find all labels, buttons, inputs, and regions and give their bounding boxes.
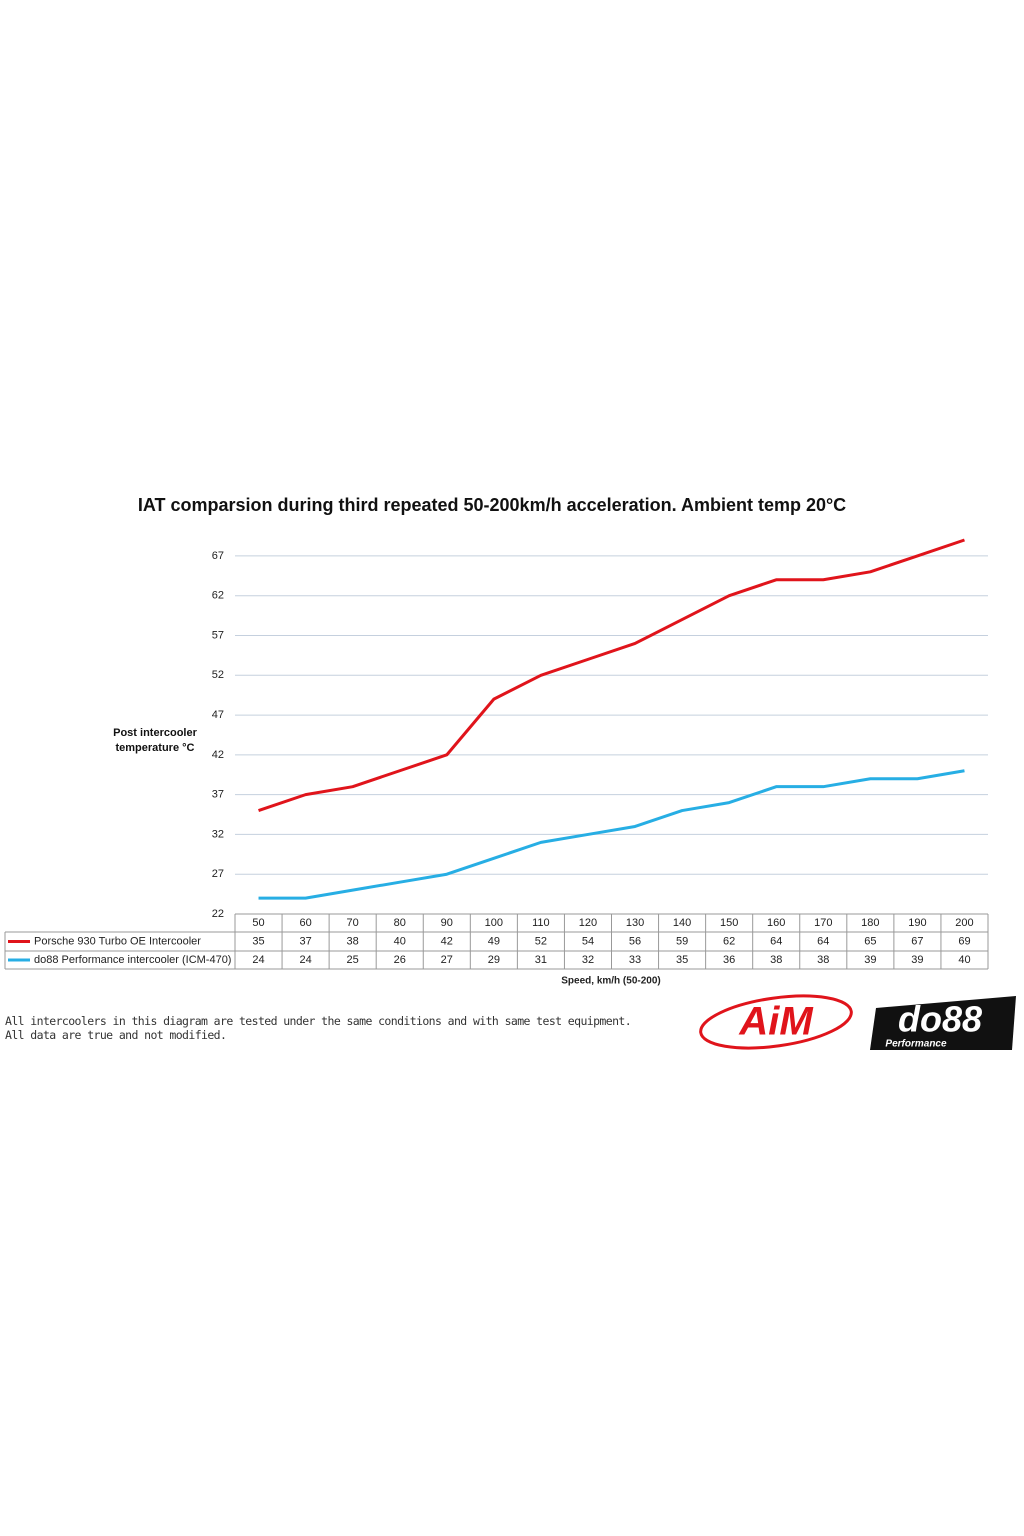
logo-subtext: Performance — [885, 1039, 947, 1050]
x-axis-label: Speed, km/h (50-200) — [561, 976, 660, 987]
table-value: 49 — [488, 935, 500, 947]
table-value: 42 — [441, 935, 453, 947]
table-value: 35 — [252, 935, 264, 947]
chart-title: IAT comparsion during third repeated 50-… — [138, 495, 846, 515]
logo-box — [870, 996, 1016, 1050]
y-tick-label: 47 — [212, 709, 224, 721]
x-tick-label: 50 — [252, 917, 264, 929]
table-value: 64 — [770, 935, 782, 947]
logo-text: do88 — [898, 999, 982, 1040]
x-tick-label: 80 — [394, 917, 406, 929]
table-value: 32 — [582, 954, 594, 966]
footnote: All intercoolers in this diagram are tes… — [5, 1014, 632, 1028]
y-tick-label: 57 — [212, 629, 224, 641]
x-tick-label: 110 — [532, 917, 550, 929]
table-value: 38 — [817, 954, 829, 966]
table-value: 67 — [911, 935, 923, 947]
x-tick-label: 160 — [767, 917, 785, 929]
table-value: 27 — [441, 954, 453, 966]
table-value: 25 — [347, 954, 359, 966]
aim-logo: AiM — [699, 994, 853, 1050]
table-value: 29 — [488, 954, 500, 966]
x-tick-label: 70 — [347, 917, 359, 929]
table-value: 69 — [958, 935, 970, 947]
x-tick-label: 180 — [861, 917, 879, 929]
x-tick-label: 100 — [485, 917, 503, 929]
footnote: All data are true and not modified. — [5, 1028, 227, 1042]
series-line — [258, 538, 965, 812]
table-value: 39 — [864, 954, 876, 966]
table-value: 40 — [958, 954, 970, 966]
table-value: 54 — [582, 935, 594, 947]
legend-label: do88 Performance intercooler (ICM-470) — [34, 954, 231, 966]
y-tick-label: 27 — [212, 868, 224, 880]
x-tick-label: 90 — [441, 917, 453, 929]
do88-logo: do88 Performance — [870, 996, 1016, 1050]
table-value: 64 — [817, 935, 829, 947]
table-value: 38 — [770, 954, 782, 966]
y-tick-label: 42 — [212, 749, 224, 761]
y-tick-label: 32 — [212, 828, 224, 840]
y-tick-label: 37 — [212, 789, 224, 801]
y-tick-label: 67 — [212, 550, 224, 562]
table-value: 39 — [911, 954, 923, 966]
table-value: 36 — [723, 954, 735, 966]
table-value: 24 — [252, 954, 264, 966]
x-tick-label: 200 — [955, 917, 973, 929]
table-value: 24 — [299, 954, 311, 966]
y-tick-label: 52 — [212, 669, 224, 681]
y-tick-label: 62 — [212, 590, 224, 602]
logo-text: AiM — [738, 1000, 814, 1044]
series-line — [258, 769, 965, 900]
table-value: 40 — [394, 935, 406, 947]
y-axis-label: Post intercooler temperature °C — [113, 727, 197, 754]
table-value: 56 — [629, 935, 641, 947]
x-tick-label: 150 — [720, 917, 738, 929]
x-tick-label: 140 — [673, 917, 691, 929]
x-tick-label: 60 — [299, 917, 311, 929]
y-tick-label: 22 — [212, 908, 224, 920]
table-value: 35 — [676, 954, 688, 966]
x-tick-label: 190 — [908, 917, 926, 929]
x-tick-label: 130 — [626, 917, 644, 929]
table-value: 62 — [723, 935, 735, 947]
table-value: 38 — [347, 935, 359, 947]
table-value: 52 — [535, 935, 547, 947]
x-tick-label: 120 — [579, 917, 597, 929]
x-tick-label: 170 — [814, 917, 832, 929]
logo-ring — [699, 994, 853, 1050]
legend-label: Porsche 930 Turbo OE Intercooler — [34, 935, 201, 947]
table-value: 26 — [394, 954, 406, 966]
table-value: 65 — [864, 935, 876, 947]
table-value: 31 — [535, 954, 547, 966]
table-value: 33 — [629, 954, 641, 966]
table-value: 37 — [299, 935, 311, 947]
table-value: 59 — [676, 935, 688, 947]
